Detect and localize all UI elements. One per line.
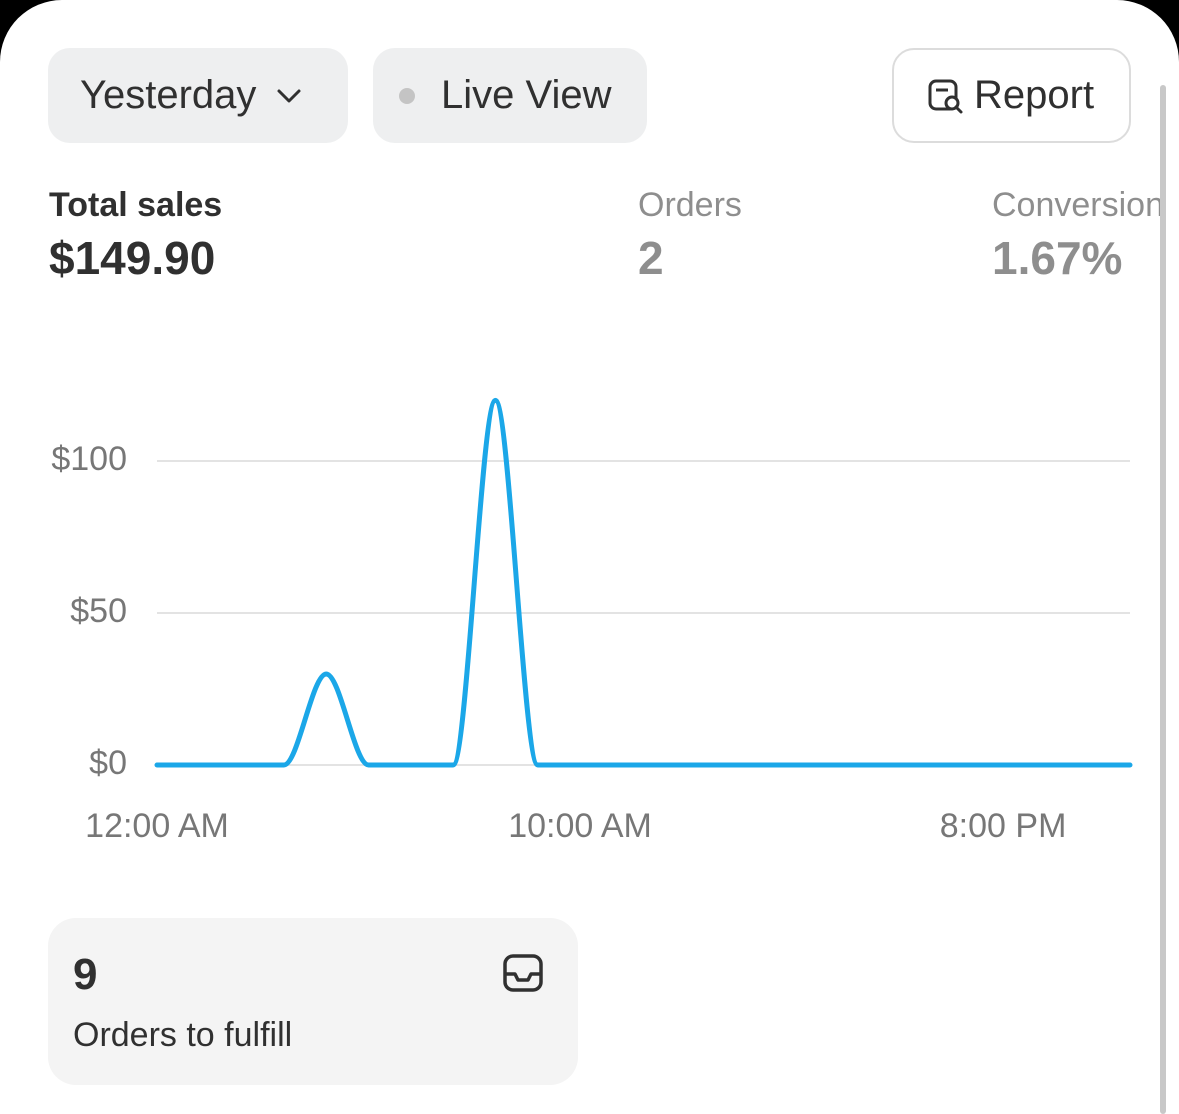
period-button[interactable]: Yesterday <box>48 48 348 143</box>
scrollbar <box>1160 85 1166 1114</box>
y-tick-label: $100 <box>51 440 127 478</box>
metric-value: 1.67% <box>992 232 1123 284</box>
live-view-button[interactable]: Live View <box>373 48 647 143</box>
metric[interactable]: Conversion 1.67% <box>992 186 1164 285</box>
orders-card[interactable]: 9 Orders to fulfill <box>48 918 578 1085</box>
inbox-icon <box>503 954 543 992</box>
metric-value: $149.90 <box>49 232 216 284</box>
report-label: Report <box>974 73 1095 117</box>
metric-value: 2 <box>638 232 664 284</box>
metric[interactable]: Orders 2 <box>638 186 742 285</box>
status-dot <box>399 87 415 104</box>
x-tick-label: 10:00 AM <box>508 807 652 845</box>
report-icon <box>928 79 963 113</box>
metric-label: Conversion <box>992 186 1164 224</box>
sales-line <box>154 397 1133 768</box>
x-tick-label: 12:00 AM <box>85 807 229 845</box>
chart: $0 $50 $100 12:00 AM 10:00 AM 8:00 PM <box>51 397 1133 845</box>
period-label: Yesterday <box>80 73 257 117</box>
card-count: 9 <box>73 950 98 999</box>
y-tick-label: $50 <box>70 592 127 630</box>
report-button[interactable]: Report <box>892 48 1131 143</box>
live-view-label: Live View <box>441 73 612 117</box>
metric-label: Orders <box>638 186 742 224</box>
x-tick-label: 8:00 PM <box>940 807 1067 845</box>
y-tick-label: $0 <box>89 744 127 782</box>
chevron-icon <box>277 89 301 102</box>
metric[interactable]: Total sales $149.90 <box>49 186 222 285</box>
card-label: Orders to fulfill <box>73 1016 293 1054</box>
metric-label: Total sales <box>49 186 223 224</box>
